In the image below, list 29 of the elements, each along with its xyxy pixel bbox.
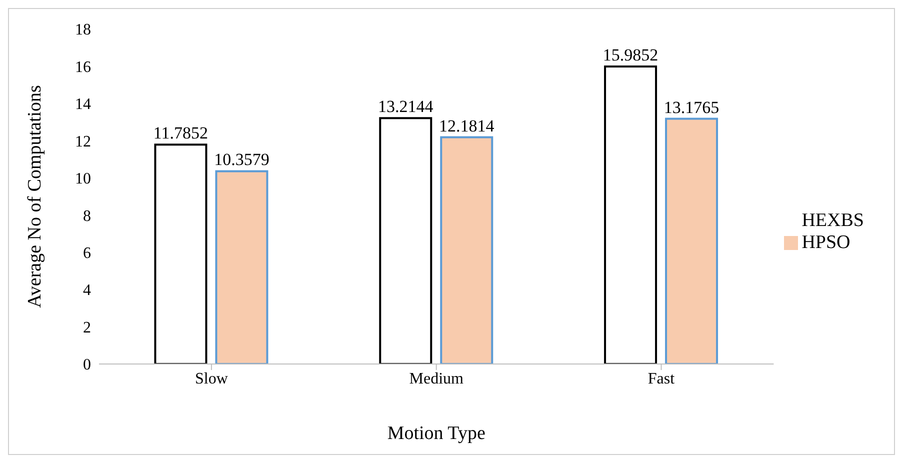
y-tick-label: 2 (83, 319, 91, 336)
y-tick-label: 12 (75, 133, 91, 150)
y-tick-label: 0 (83, 356, 91, 374)
y-tick-label: 8 (83, 208, 91, 225)
data-label: 10.3579 (214, 150, 270, 170)
y-tick-label: 4 (83, 282, 91, 300)
x-tick-label: Medium (409, 370, 464, 388)
y-tick-label: 16 (75, 58, 91, 76)
data-label: 13.2144 (378, 97, 434, 116)
x-tick-label: Fast (648, 370, 676, 388)
x-tick-label: Slow (194, 370, 228, 388)
text: HEXBS (802, 210, 864, 230)
data-label: 11.7852 (153, 124, 208, 143)
y-tick-label: 6 (83, 245, 91, 262)
y-tick-label: 14 (75, 96, 91, 114)
legend-label: HPSO (802, 232, 850, 252)
bar (665, 118, 718, 364)
bar (440, 136, 494, 364)
bar (154, 144, 208, 364)
bar (604, 66, 658, 364)
data-label: 13.1765 (664, 98, 720, 117)
y-tick-label: 10 (75, 170, 91, 188)
x-axis-title: Motion Type (387, 423, 486, 444)
bar (215, 170, 268, 364)
y-tick-label: 18 (75, 22, 91, 39)
y-axis-title: Average No of Computations (24, 85, 46, 308)
data-label: 15.9852 (602, 46, 658, 64)
data-label: 12.1814 (439, 116, 495, 136)
bar (379, 117, 432, 364)
